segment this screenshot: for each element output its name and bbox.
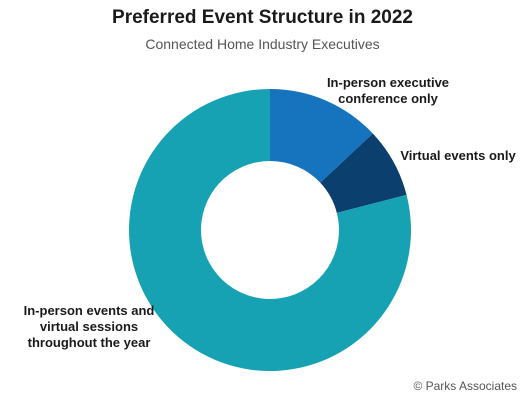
slice-label-line: In-person executive <box>327 75 449 90</box>
slice-label-3: In-person events and virtual sessions thro… <box>24 303 155 350</box>
donut-slices <box>129 89 411 371</box>
donut-slice-1 <box>270 89 373 183</box>
slice-label-line: In-person events and <box>24 303 155 318</box>
slice-label-line: virtual sessions <box>40 319 138 334</box>
slice-label-2: Virtual events only <box>400 148 516 163</box>
donut-slice-3 <box>129 89 411 371</box>
chart-subtitle: Connected Home Industry Executives <box>145 36 380 52</box>
slice-label-1: In-person executive conference only <box>327 75 449 106</box>
copyright-credit: © Parks Associates <box>413 379 517 393</box>
slice-labels: In-person executive conference only Virtua… <box>24 75 517 350</box>
donut-slice-2 <box>320 133 407 213</box>
slice-label-line: conference only <box>338 91 438 106</box>
chart-title: Preferred Event Structure in 2022 <box>112 7 413 28</box>
slice-label-line: throughout the year <box>28 335 151 350</box>
slice-label-line: Virtual events only <box>400 148 516 163</box>
